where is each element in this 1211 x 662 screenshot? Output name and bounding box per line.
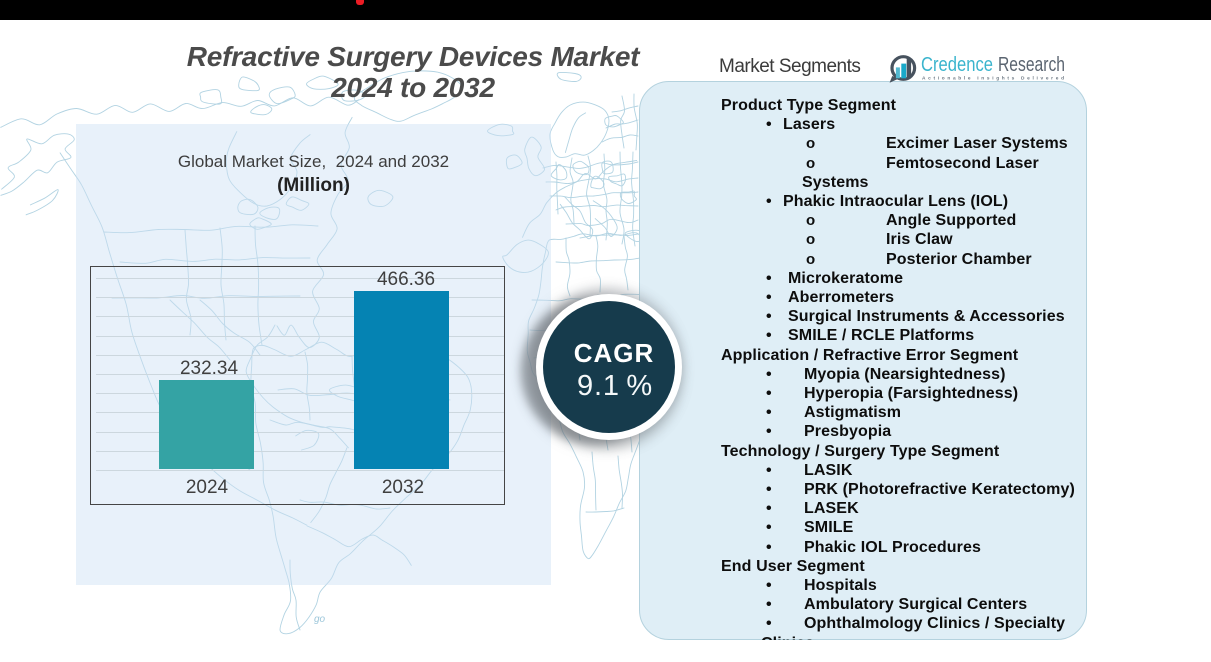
- svg-text:Credence: Credence: [921, 54, 993, 76]
- svg-text:go: go: [314, 614, 326, 625]
- svg-text:Actionable Insights Delivered: Actionable Insights Delivered: [922, 75, 1064, 81]
- svg-text:Research: Research: [998, 54, 1065, 76]
